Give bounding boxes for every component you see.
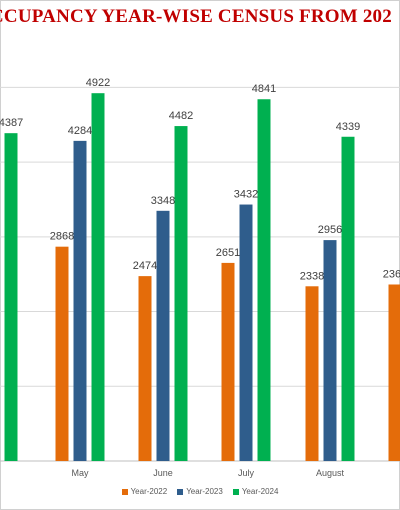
bar-year-2022 (138, 276, 152, 461)
category-labels: rilMayJuneJulyAugustSep (71, 468, 345, 478)
data-label: 2474 (133, 260, 157, 272)
data-label: 3432 (234, 189, 258, 201)
data-labels: 2868247426512338236242843348343229563094… (0, 77, 400, 282)
data-label: 4387 (0, 117, 23, 129)
legend-swatch (232, 488, 239, 495)
legend-label: Year-2024 (241, 487, 279, 496)
category-label: August (316, 468, 345, 478)
legend: Year-2022 Year-2023 Year-2024 (0, 487, 400, 496)
bar-marks (4, 93, 400, 462)
bar-year-2022 (305, 286, 319, 461)
data-label: 4284 (68, 125, 92, 137)
bar-year-2022 (55, 246, 69, 461)
category-label: July (238, 468, 255, 478)
legend-item: Year-2022 (121, 487, 168, 496)
legend-swatch (121, 488, 128, 495)
bar-year-2024 (174, 126, 188, 462)
legend-label: Year-2022 (130, 487, 168, 496)
legend-item: Year-2023 (177, 487, 223, 496)
bar-year-2024 (4, 133, 18, 461)
category-label: May (71, 468, 89, 478)
category-label: June (153, 468, 173, 478)
bar-year-2024 (341, 136, 355, 461)
bar-year-2023 (239, 204, 253, 461)
legend-swatch (177, 488, 184, 495)
data-label: 4482 (169, 110, 193, 122)
data-label: 4339 (336, 121, 360, 133)
bar-year-2024 (257, 99, 271, 461)
chart-title: CCUPANCY YEAR-WISE CENSUS FROM 202 (0, 6, 392, 27)
data-label: 2956 (318, 224, 342, 236)
data-label: 2362 (383, 268, 400, 280)
bar-year-2022 (388, 284, 400, 461)
data-label: 2868 (50, 231, 74, 243)
bar-year-2023 (323, 240, 337, 461)
bar-year-2024 (91, 93, 105, 462)
legend-item: Year-2024 (232, 487, 279, 496)
bar-year-2023 (156, 210, 170, 461)
data-label: 2338 (300, 270, 324, 282)
data-label: 2651 (216, 247, 240, 259)
bar-year-2023 (73, 140, 87, 462)
data-label: 4922 (86, 77, 110, 89)
legend-label: Year-2023 (186, 487, 223, 496)
data-label: 3348 (151, 195, 175, 207)
bar-year-2022 (221, 262, 235, 461)
data-label: 4841 (252, 83, 276, 95)
